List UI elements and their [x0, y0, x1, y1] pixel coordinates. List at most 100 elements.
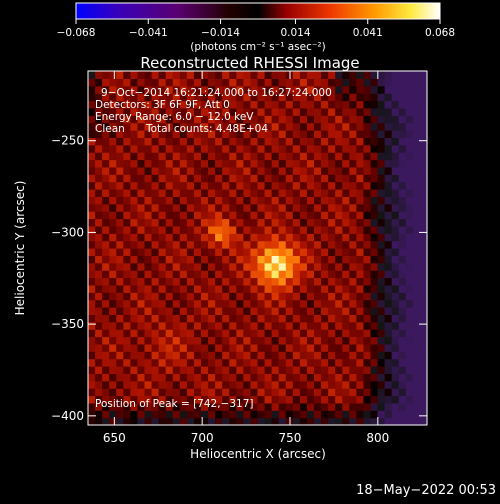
heatmap-cell	[285, 211, 294, 220]
heatmap-cell	[299, 292, 308, 301]
heatmap-cell	[250, 130, 259, 138]
heatmap-cell	[412, 166, 421, 175]
heatmap-cell	[208, 336, 216, 345]
heatmap-cell	[342, 78, 350, 87]
heatmap-cell	[144, 351, 153, 360]
heatmap-cell	[391, 248, 400, 256]
heatmap-cell	[306, 417, 315, 425]
heatmap-cell	[229, 240, 237, 249]
heatmap-cell	[243, 240, 252, 249]
heatmap-cell	[109, 100, 117, 109]
heatmap-cell	[412, 410, 421, 419]
heatmap-cell	[222, 373, 230, 382]
heatmap-cell	[264, 410, 273, 419]
heatmap-cell	[363, 299, 372, 308]
heatmap-cell	[335, 336, 343, 345]
heatmap-cell	[186, 144, 195, 153]
heatmap-cell	[130, 299, 139, 308]
heatmap-cell	[384, 233, 393, 242]
heatmap-cell	[151, 137, 160, 146]
heatmap-cell	[208, 299, 216, 308]
heatmap-cell	[222, 299, 230, 308]
heatmap-cell	[158, 270, 167, 279]
heatmap-cell	[229, 137, 237, 146]
heatmap-cell	[314, 358, 322, 367]
heatmap-cell	[158, 189, 167, 197]
heatmap-cell	[193, 196, 202, 205]
heatmap-cell	[285, 115, 294, 124]
heatmap-cell	[193, 248, 202, 256]
heatmap-cell	[370, 203, 379, 212]
heatmap-cell	[384, 152, 393, 161]
heatmap-cell	[102, 329, 110, 338]
heatmap-cell	[292, 100, 301, 109]
heatmap-cell	[222, 255, 230, 264]
heatmap-cell	[179, 122, 188, 131]
heatmap-cell	[137, 218, 146, 227]
heatmap-cell	[306, 93, 315, 102]
heatmap-cell	[306, 299, 315, 308]
heatmap-cell	[229, 380, 237, 389]
heatmap-cell	[328, 270, 336, 279]
heatmap-cell	[342, 270, 350, 279]
heatmap-cell	[250, 122, 259, 131]
heatmap-cell	[278, 299, 287, 308]
heatmap-cell	[158, 380, 167, 389]
heatmap-cell	[419, 270, 427, 279]
heatmap-cell	[116, 402, 124, 411]
heatmap-cell	[398, 366, 407, 374]
heatmap-cell	[349, 388, 357, 397]
heatmap-cell	[271, 159, 280, 168]
heatmap-cell	[356, 366, 365, 374]
heatmap-cell	[363, 284, 372, 293]
heatmap-cell	[356, 336, 365, 345]
heatmap-cell	[208, 115, 216, 124]
heatmap-cell	[405, 100, 414, 109]
heatmap-cell	[349, 152, 357, 161]
heatmap-cell	[151, 85, 160, 94]
heatmap-cell	[271, 358, 280, 367]
heatmap-cell	[292, 329, 301, 338]
heatmap-cell	[299, 144, 308, 153]
heatmap-cell	[222, 380, 230, 389]
heatmap-cell	[123, 181, 131, 190]
heatmap-cell	[377, 336, 386, 345]
heatmap-cell	[151, 380, 160, 389]
heatmap-cell	[412, 122, 421, 131]
heatmap-cell	[88, 307, 96, 315]
heatmap-cell	[257, 203, 266, 212]
heatmap-cell	[88, 218, 96, 227]
heatmap-cell	[95, 218, 103, 227]
heatmap-cell	[215, 417, 223, 425]
heatmap-cell	[215, 122, 223, 131]
heatmap-cell	[264, 366, 273, 374]
heatmap-cell	[321, 380, 329, 389]
heatmap-cell	[144, 402, 153, 411]
heatmap-cell	[243, 93, 252, 102]
heatmap-cell	[151, 373, 160, 382]
heatmap-cell	[229, 395, 237, 404]
heatmap-cell	[186, 225, 195, 234]
heatmap-cell	[285, 137, 294, 146]
heatmap-cell	[278, 358, 287, 367]
heatmap-cell	[172, 343, 181, 352]
heatmap-cell	[299, 343, 308, 352]
heatmap-cell	[377, 174, 386, 183]
heatmap-cell	[370, 218, 379, 227]
heatmap-cell	[137, 299, 146, 308]
heatmap-cell	[250, 343, 259, 352]
heatmap-cell	[243, 174, 252, 183]
heatmap-cell	[314, 144, 322, 153]
heatmap-cell	[271, 307, 280, 315]
heatmap-cell	[349, 107, 357, 116]
heatmap-cell	[179, 373, 188, 382]
heatmap-cell	[405, 240, 414, 249]
heatmap-cell	[335, 166, 343, 175]
heatmap-cell	[321, 284, 329, 293]
heatmap-cell	[165, 189, 174, 197]
heatmap-cell	[384, 196, 393, 205]
heatmap-cell	[158, 240, 167, 249]
heatmap-cell	[243, 277, 252, 286]
heatmap-cell	[186, 329, 195, 338]
